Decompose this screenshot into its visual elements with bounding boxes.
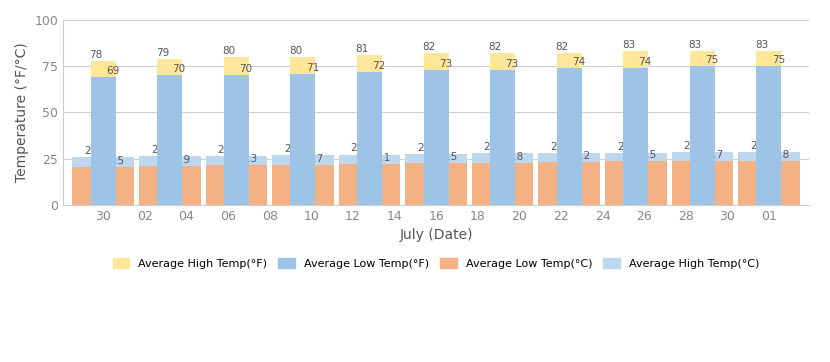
Text: 27.2: 27.2 <box>350 143 374 153</box>
Text: 78: 78 <box>90 50 103 60</box>
Text: 26.6: 26.6 <box>217 144 241 155</box>
Bar <box>557 68 582 205</box>
Text: 23.5: 23.5 <box>633 150 657 160</box>
Text: 72: 72 <box>372 61 385 71</box>
Text: 28.2: 28.2 <box>617 142 640 152</box>
Text: 28.0: 28.0 <box>550 142 574 152</box>
Bar <box>690 66 715 205</box>
Bar <box>272 155 334 205</box>
Text: 20.9: 20.9 <box>168 155 191 165</box>
Text: 75: 75 <box>705 55 718 65</box>
Text: 80: 80 <box>289 46 302 56</box>
Text: 80: 80 <box>222 46 236 56</box>
Bar <box>405 163 467 205</box>
Text: 22.1: 22.1 <box>367 153 390 163</box>
Y-axis label: Temperature (°F/°C): Temperature (°F/°C) <box>15 43 29 182</box>
Bar <box>158 59 183 205</box>
Bar <box>472 163 534 205</box>
Bar <box>357 72 382 205</box>
Text: 82: 82 <box>422 42 436 52</box>
Text: 83: 83 <box>755 40 769 50</box>
Text: 27.5: 27.5 <box>417 143 441 153</box>
Bar <box>472 153 534 205</box>
Bar <box>623 51 648 205</box>
Bar <box>206 156 267 205</box>
Text: 22.5: 22.5 <box>434 152 457 162</box>
Bar <box>224 75 249 205</box>
Bar <box>158 75 183 205</box>
X-axis label: July (Date): July (Date) <box>399 228 473 242</box>
Text: 83: 83 <box>622 40 635 50</box>
Bar <box>290 73 315 205</box>
Text: 28.5: 28.5 <box>750 141 774 151</box>
Bar <box>690 51 715 205</box>
Bar <box>491 70 515 205</box>
Text: 81: 81 <box>355 44 369 54</box>
Text: 70: 70 <box>239 64 252 74</box>
Text: 73: 73 <box>505 59 519 69</box>
Text: 25.8: 25.8 <box>85 146 108 156</box>
Text: 75: 75 <box>772 55 785 65</box>
Bar <box>139 156 201 205</box>
Text: 74: 74 <box>572 57 585 67</box>
Bar <box>339 155 400 205</box>
Bar <box>72 157 134 205</box>
Text: 26.9: 26.9 <box>284 144 307 154</box>
Bar <box>423 53 448 205</box>
Bar <box>405 154 467 205</box>
Text: 73: 73 <box>439 59 452 69</box>
Bar <box>224 57 249 205</box>
Text: 21.3: 21.3 <box>234 154 257 164</box>
Legend: Average High Temp(°F), Average Low Temp(°F), Average Low Temp(°C), Average High : Average High Temp(°F), Average Low Temp(… <box>109 254 764 273</box>
Text: 71: 71 <box>305 63 319 72</box>
Bar <box>72 167 134 205</box>
Bar <box>539 162 600 205</box>
Bar <box>357 55 382 205</box>
Text: 79: 79 <box>156 48 169 58</box>
Bar <box>90 61 115 205</box>
Text: 82: 82 <box>489 42 502 52</box>
Text: 82: 82 <box>555 42 569 52</box>
Text: 23.7: 23.7 <box>700 150 723 160</box>
Text: 23.8: 23.8 <box>767 150 790 160</box>
Bar <box>671 161 733 205</box>
Text: 28.4: 28.4 <box>683 141 706 151</box>
Bar <box>339 164 400 205</box>
Bar <box>756 51 781 205</box>
Bar <box>206 165 267 205</box>
Bar <box>756 66 781 205</box>
Bar <box>605 153 666 205</box>
Bar <box>605 161 666 205</box>
Text: 22.8: 22.8 <box>500 152 524 161</box>
Bar <box>491 53 515 205</box>
Bar <box>738 152 800 205</box>
Text: 83: 83 <box>688 40 701 50</box>
Bar <box>539 153 600 205</box>
Bar <box>623 68 648 205</box>
Text: 20.5: 20.5 <box>101 156 124 166</box>
Text: 21.7: 21.7 <box>300 153 324 164</box>
Bar <box>272 165 334 205</box>
Text: 27.8: 27.8 <box>484 142 507 152</box>
Bar <box>139 166 201 205</box>
Bar <box>671 152 733 205</box>
Text: 74: 74 <box>638 57 652 67</box>
Bar <box>557 53 582 205</box>
Bar <box>738 161 800 205</box>
Bar <box>290 57 315 205</box>
Text: 23.2: 23.2 <box>567 151 590 161</box>
Bar <box>423 70 448 205</box>
Text: 26.2: 26.2 <box>151 145 174 155</box>
Text: 69: 69 <box>106 66 120 76</box>
Text: 70: 70 <box>173 64 186 74</box>
Bar <box>90 77 115 205</box>
